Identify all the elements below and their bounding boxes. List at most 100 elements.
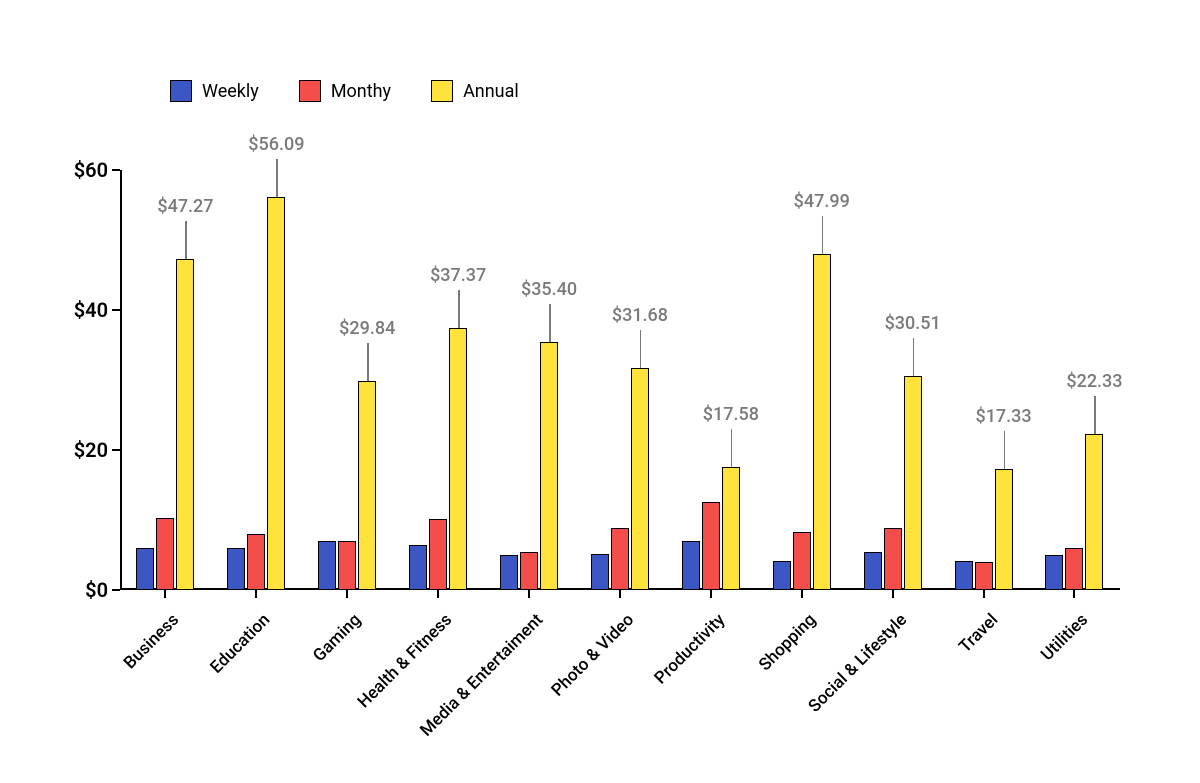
bar-weekly — [773, 561, 791, 590]
legend-item: Annual — [431, 80, 519, 102]
value-label: $17.58 — [703, 404, 759, 425]
value-leader-line — [458, 290, 460, 328]
value-leader-line — [276, 159, 278, 197]
bar-weekly — [500, 555, 518, 590]
x-tick-mark — [164, 590, 166, 598]
category-label: Education — [207, 610, 275, 678]
value-leader-line — [367, 343, 369, 381]
value-label: $22.33 — [1066, 371, 1122, 392]
bar-monthly — [702, 502, 720, 590]
bar-group — [575, 368, 666, 590]
bar-annual — [631, 368, 649, 590]
bar-group — [211, 197, 302, 590]
legend-item: Monthy — [299, 80, 391, 102]
bar-annual — [1085, 434, 1103, 590]
value-leader-line — [640, 330, 642, 368]
value-label: $31.68 — [612, 305, 668, 326]
value-leader-line — [822, 216, 824, 254]
bar-weekly — [318, 541, 336, 590]
x-tick-mark — [710, 590, 712, 598]
value-leader-line — [913, 338, 915, 376]
y-tick-label: $0 — [85, 578, 120, 602]
bar-monthly — [247, 534, 265, 590]
bar-annual — [995, 469, 1013, 590]
bar-annual — [722, 467, 740, 590]
bar-group — [847, 376, 938, 590]
category-label: Utilities — [1038, 610, 1093, 665]
value-leader-line — [549, 304, 551, 342]
bar-annual — [813, 254, 831, 590]
bar-weekly — [955, 561, 973, 590]
value-label: $29.84 — [339, 318, 395, 339]
bar-group — [302, 381, 393, 590]
bar-annual — [540, 342, 558, 590]
bar-annual — [449, 328, 467, 590]
value-leader-line — [1004, 431, 1006, 469]
bar-weekly — [591, 554, 609, 590]
bar-monthly — [884, 528, 902, 590]
legend-swatch — [431, 80, 453, 102]
category-label: Gaming — [310, 610, 366, 666]
legend-label: Annual — [463, 81, 519, 102]
category-label: Photo & Video — [548, 610, 639, 701]
x-tick-mark — [528, 590, 530, 598]
y-tick-label: $20 — [74, 438, 120, 462]
value-leader-line — [1094, 396, 1096, 434]
bar-weekly — [227, 548, 245, 590]
bar-monthly — [156, 518, 174, 590]
category-label: Shopping — [755, 610, 820, 675]
bar-weekly — [864, 552, 882, 591]
x-tick-mark — [255, 590, 257, 598]
x-tick-mark — [801, 590, 803, 598]
value-label: $47.99 — [794, 191, 850, 212]
bar-annual — [358, 381, 376, 590]
bar-weekly — [409, 545, 427, 591]
category-label: Travel — [955, 610, 1002, 657]
value-leader-line — [731, 429, 733, 467]
category-label: Productivity — [651, 610, 729, 688]
bar-group — [665, 467, 756, 590]
category-label: Business — [120, 610, 183, 673]
bar-monthly — [611, 528, 629, 590]
y-tick-label: $60 — [74, 158, 120, 182]
bar-group — [938, 469, 1029, 590]
bar-group — [120, 259, 211, 590]
chart-plot-area: $0$20$40$60$47.27Business$56.09Education… — [120, 170, 1120, 590]
x-tick-mark — [619, 590, 621, 598]
x-tick-mark — [1073, 590, 1075, 598]
bar-monthly — [520, 552, 538, 591]
bar-group — [756, 254, 847, 590]
category-label: Social & Lifestyle — [804, 610, 910, 716]
bar-weekly — [682, 541, 700, 590]
bar-group — [484, 342, 575, 590]
bar-group — [1029, 434, 1120, 590]
legend-swatch — [299, 80, 321, 102]
value-label: $30.51 — [885, 313, 941, 334]
x-tick-mark — [892, 590, 894, 598]
category-label: Health & Fitness — [354, 610, 456, 712]
bar-monthly — [1065, 548, 1083, 590]
legend-label: Weekly — [202, 81, 259, 102]
y-tick-label: $40 — [74, 298, 120, 322]
bar-monthly — [975, 562, 993, 590]
bar-annual — [267, 197, 285, 590]
value-label: $37.37 — [430, 265, 486, 286]
chart-legend: Weekly Monthy Annual — [170, 80, 519, 102]
value-label: $17.33 — [975, 406, 1031, 427]
x-tick-mark — [983, 590, 985, 598]
bar-monthly — [429, 519, 447, 590]
bar-weekly — [1045, 555, 1063, 590]
bar-group — [393, 328, 484, 590]
value-label: $56.09 — [248, 134, 304, 155]
bar-monthly — [793, 532, 811, 590]
bar-annual — [176, 259, 194, 590]
bar-annual — [904, 376, 922, 590]
legend-item: Weekly — [170, 80, 259, 102]
value-leader-line — [185, 221, 187, 259]
legend-swatch — [170, 80, 192, 102]
bar-weekly — [136, 548, 154, 590]
x-tick-mark — [346, 590, 348, 598]
pricing-bar-chart: Weekly Monthy Annual $0$20$40$60$47.27Busi… — [0, 0, 1200, 783]
x-tick-mark — [437, 590, 439, 598]
legend-label: Monthy — [331, 81, 391, 102]
